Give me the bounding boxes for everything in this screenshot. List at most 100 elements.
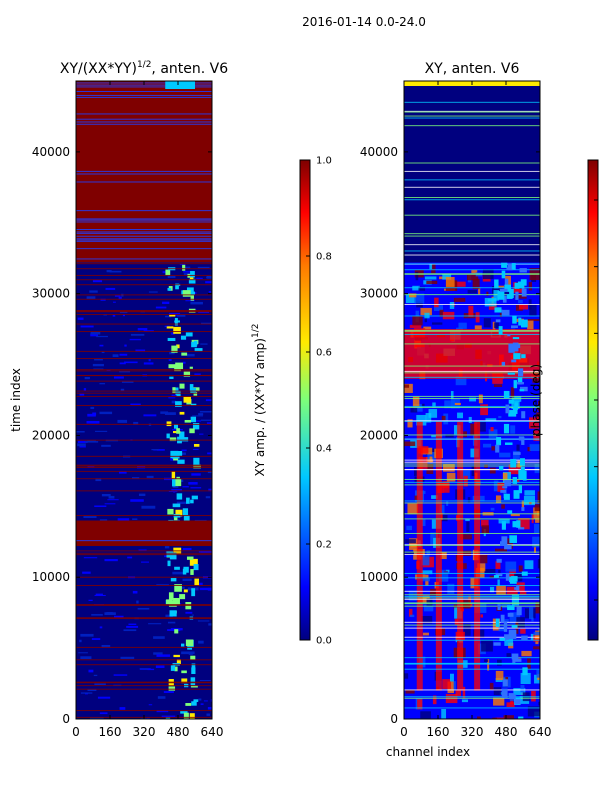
- phase-bright-cell: [511, 653, 519, 660]
- amplitude-noise-cell: [99, 383, 106, 385]
- phase-noise-cell: [434, 297, 439, 308]
- phase-noise-cell: [482, 443, 492, 448]
- phase-bright-cell: [520, 458, 525, 466]
- phase-noise-cell: [428, 409, 438, 418]
- phase-streak: [404, 500, 540, 502]
- phase-streak: [404, 110, 540, 112]
- phase-panel: XY, anten. V6 0 160 320 480 640 0 10000 20000 30…: [360, 61, 552, 759]
- amplitude-noise-cell: [89, 290, 98, 293]
- phase-streak: [404, 518, 540, 520]
- amplitude-streak: [76, 617, 212, 619]
- phase-bright-cell: [501, 361, 506, 366]
- phase-noise-cell: [454, 618, 459, 625]
- phase-noise-cell: [491, 286, 503, 294]
- amplitude-bright-cell: [172, 479, 176, 487]
- amplitude-noise-cell: [181, 452, 186, 455]
- amplitude-streak: [76, 228, 212, 230]
- phase-noise-cell: [484, 568, 496, 574]
- amplitude-noise-cell: [88, 599, 93, 601]
- amplitude-noise-cell: [130, 403, 141, 406]
- phase-noise-cell: [413, 467, 418, 476]
- amplitude-axes: 0 160 320 480 640 0 10000 20000 30000 40000: [32, 81, 223, 739]
- phase-noise-cell: [460, 470, 471, 479]
- phase-streak: [404, 502, 540, 504]
- phase-noise-cell: [502, 472, 508, 481]
- phase-noise-cell: [490, 507, 495, 511]
- amplitude-streak: [76, 370, 212, 372]
- amplitude-noise-cell: [97, 696, 111, 699]
- amplitude-noise-cell: [141, 561, 149, 563]
- phase-streak: [404, 214, 540, 216]
- phase-noise-cell: [498, 415, 502, 419]
- phase-noise-cell: [529, 417, 540, 429]
- phase-noise-cell: [405, 551, 414, 555]
- phase-bright-cell: [512, 407, 518, 414]
- amplitude-noise-cell: [101, 351, 105, 354]
- amplitude-noise-cell: [80, 692, 93, 694]
- amplitude-bright-cell: [191, 667, 196, 675]
- phase-noise-cell: [445, 434, 454, 438]
- amplitude-noise-cell: [106, 612, 113, 615]
- phase-bright-cell: [495, 573, 503, 576]
- amplitude-streak: [76, 685, 212, 687]
- phase-streak: [404, 657, 540, 659]
- amplitude-noise-cell: [121, 381, 134, 383]
- amplitude-noise-cell: [84, 693, 88, 695]
- amplitude-noise-cell: [94, 358, 103, 361]
- amplitude-noise-cell: [119, 371, 131, 373]
- phase-bright-cell: [512, 342, 519, 352]
- phase-bright-cell: [504, 442, 513, 445]
- phase-noise-cell: [468, 416, 472, 423]
- phase-noise-cell: [442, 273, 452, 280]
- phase-bright-cell: [507, 334, 511, 337]
- amplitude-panel: XY/(XX*YY)1/2, anten. V6 0 160 320 480 640 0 1…: [9, 60, 228, 739]
- amplitude-noise-cell: [188, 653, 193, 655]
- phase-xtick-label: 160: [427, 725, 450, 739]
- amplitude-streak: [76, 219, 212, 221]
- phase-bright-cell: [518, 527, 525, 530]
- phase-noise-cell: [529, 303, 537, 316]
- amplitude-bright-cell: [189, 558, 198, 566]
- phase-streak: [404, 597, 540, 599]
- amplitude-noise-cell: [155, 665, 165, 668]
- phase-bright-cell: [499, 465, 504, 471]
- phase-axes: 0 160 320 480 640 0 10000 20000 30000 40000: [360, 81, 551, 739]
- amplitude-saturated-band: [76, 520, 212, 547]
- phase-noise-cell: [529, 607, 534, 620]
- amplitude-streak: [76, 210, 212, 212]
- amplitude-bright-cell: [173, 326, 181, 334]
- amplitude-noise-cell: [162, 301, 170, 304]
- phase-noise-cell: [527, 706, 540, 717]
- amplitude-noise-cell: [156, 654, 171, 657]
- amplitude-bright-cell: [179, 431, 185, 439]
- amplitude-bright-cell: [177, 459, 185, 464]
- amplitude-noise-cell: [141, 505, 156, 509]
- amplitude-bright-cell: [174, 584, 182, 592]
- phase-noise-cell: [450, 391, 454, 400]
- phase-bright-cell: [507, 510, 513, 514]
- phase-noise-cell: [415, 272, 419, 281]
- amplitude-noise-cell: [198, 413, 204, 416]
- phase-streak: [404, 250, 540, 252]
- phase-noise-cell: [519, 591, 527, 595]
- phase-noise-cell: [496, 585, 506, 595]
- phase-noise-cell: [539, 315, 540, 327]
- phase-streak: [404, 668, 540, 670]
- amplitude-noise-cell: [94, 683, 106, 686]
- amplitude-bright-cell: [175, 509, 183, 517]
- phase-noise-cell: [498, 626, 506, 632]
- amplitude-streak: [76, 96, 212, 98]
- phase-streak: [404, 621, 540, 623]
- phase-heatmap: [404, 81, 540, 719]
- amplitude-noise-cell: [197, 266, 210, 269]
- amplitude-streak: [76, 309, 212, 311]
- amplitude-noise-cell: [172, 485, 179, 489]
- amplitude-streak: [76, 710, 212, 712]
- phase-bright-cell: [521, 354, 526, 359]
- amplitude-bright-cell: [180, 643, 185, 647]
- amplitude-noise-cell: [99, 411, 113, 415]
- phase-noise-cell: [421, 555, 430, 566]
- amplitude-ytick-label: 10000: [32, 570, 70, 584]
- amplitude-bright-cell: [181, 678, 188, 684]
- amplitude-colorbar-tick-label: 1.0: [316, 156, 332, 167]
